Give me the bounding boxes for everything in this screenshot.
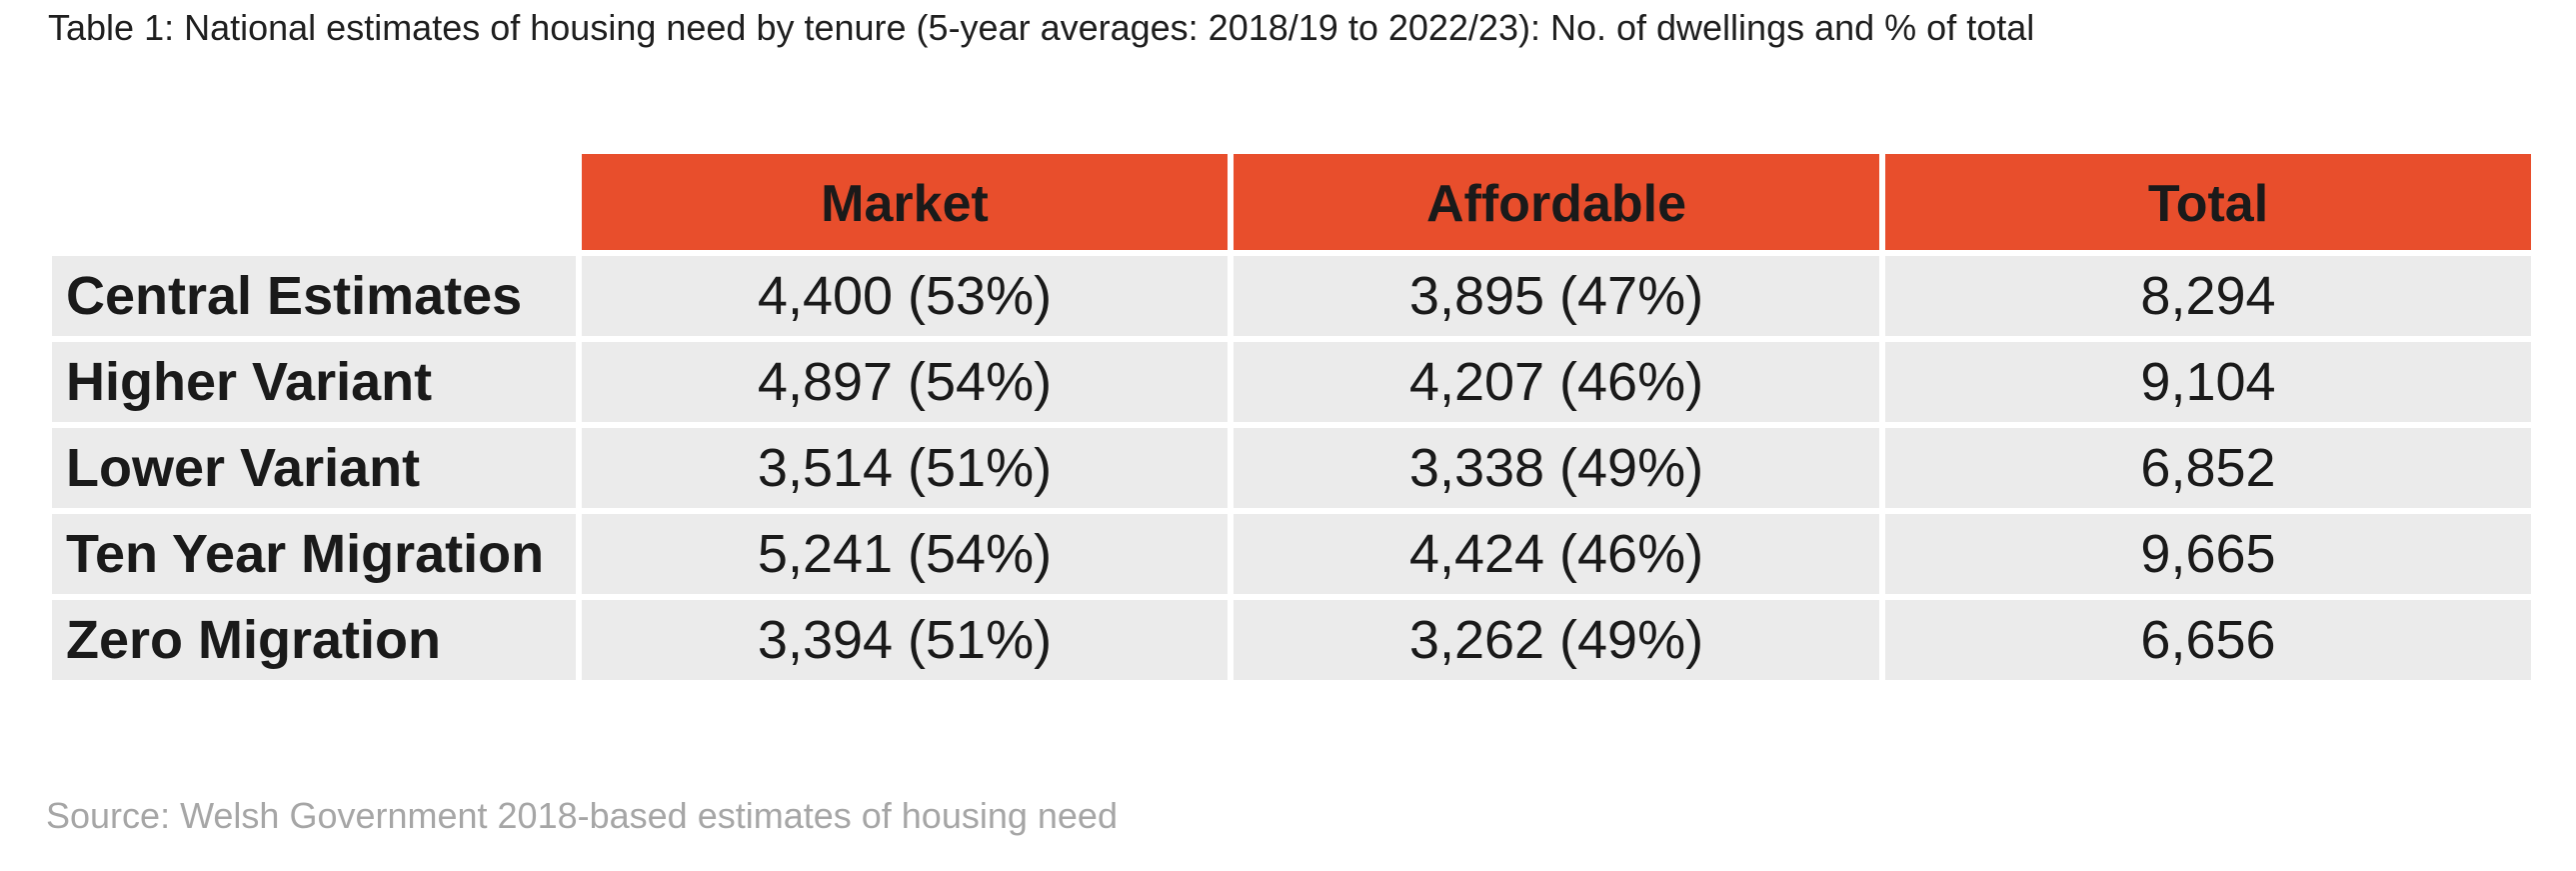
header-market: Market bbox=[582, 154, 1228, 250]
table-row: Lower Variant 3,514 (51%) 3,338 (49%) 6,… bbox=[52, 428, 2531, 508]
header-affordable: Affordable bbox=[1234, 154, 1879, 250]
header-row: Market Affordable Total bbox=[52, 154, 2531, 250]
affordable-cell: 3,338 (49%) bbox=[1234, 428, 1879, 508]
total-cell: 6,656 bbox=[1885, 600, 2531, 680]
market-cell: 5,241 (54%) bbox=[582, 514, 1228, 594]
row-label: Central Estimates bbox=[52, 256, 576, 336]
market-cell: 3,514 (51%) bbox=[582, 428, 1228, 508]
row-label: Lower Variant bbox=[52, 428, 576, 508]
table-row: Ten Year Migration 5,241 (54%) 4,424 (46… bbox=[52, 514, 2531, 594]
table-row: Central Estimates 4,400 (53%) 3,895 (47%… bbox=[52, 256, 2531, 336]
header-total: Total bbox=[1885, 154, 2531, 250]
total-cell: 8,294 bbox=[1885, 256, 2531, 336]
market-cell: 4,400 (53%) bbox=[582, 256, 1228, 336]
affordable-cell: 3,895 (47%) bbox=[1234, 256, 1879, 336]
housing-need-table: Market Affordable Total Central Estimate… bbox=[46, 148, 2537, 686]
affordable-cell: 4,207 (46%) bbox=[1234, 342, 1879, 422]
affordable-cell: 3,262 (49%) bbox=[1234, 600, 1879, 680]
total-cell: 9,104 bbox=[1885, 342, 2531, 422]
source-note: Source: Welsh Government 2018-based esti… bbox=[46, 795, 1118, 836]
affordable-cell: 4,424 (46%) bbox=[1234, 514, 1879, 594]
row-label: Ten Year Migration bbox=[52, 514, 576, 594]
total-cell: 6,852 bbox=[1885, 428, 2531, 508]
header-blank-cell bbox=[52, 154, 576, 250]
row-label: Zero Migration bbox=[52, 600, 576, 680]
table-row: Zero Migration 3,394 (51%) 3,262 (49%) 6… bbox=[52, 600, 2531, 680]
housing-need-table-container: Market Affordable Total Central Estimate… bbox=[52, 154, 2531, 680]
market-cell: 4,897 (54%) bbox=[582, 342, 1228, 422]
table-caption: Table 1: National estimates of housing n… bbox=[48, 7, 2035, 48]
row-label: Higher Variant bbox=[52, 342, 576, 422]
table-row: Higher Variant 4,897 (54%) 4,207 (46%) 9… bbox=[52, 342, 2531, 422]
market-cell: 3,394 (51%) bbox=[582, 600, 1228, 680]
total-cell: 9,665 bbox=[1885, 514, 2531, 594]
